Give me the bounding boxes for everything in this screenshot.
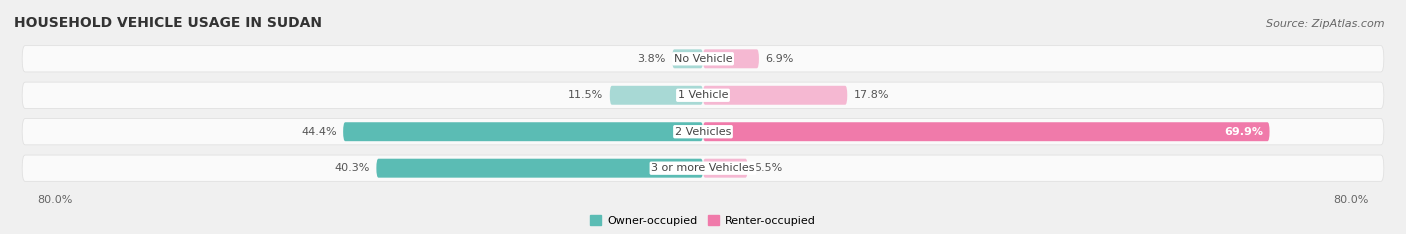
Text: HOUSEHOLD VEHICLE USAGE IN SUDAN: HOUSEHOLD VEHICLE USAGE IN SUDAN [14, 16, 322, 30]
Text: Source: ZipAtlas.com: Source: ZipAtlas.com [1267, 19, 1385, 29]
FancyBboxPatch shape [703, 49, 759, 68]
FancyBboxPatch shape [703, 86, 848, 105]
Text: 3 or more Vehicles: 3 or more Vehicles [651, 163, 755, 173]
FancyBboxPatch shape [610, 86, 703, 105]
FancyBboxPatch shape [22, 155, 1384, 181]
Text: No Vehicle: No Vehicle [673, 54, 733, 64]
FancyBboxPatch shape [703, 159, 748, 178]
Text: 17.8%: 17.8% [853, 90, 889, 100]
Text: 1 Vehicle: 1 Vehicle [678, 90, 728, 100]
Text: 44.4%: 44.4% [301, 127, 336, 137]
FancyBboxPatch shape [22, 46, 1384, 72]
FancyBboxPatch shape [672, 49, 703, 68]
Text: 2 Vehicles: 2 Vehicles [675, 127, 731, 137]
Text: 69.9%: 69.9% [1225, 127, 1263, 137]
Text: 40.3%: 40.3% [335, 163, 370, 173]
Text: 11.5%: 11.5% [568, 90, 603, 100]
Text: 5.5%: 5.5% [754, 163, 782, 173]
FancyBboxPatch shape [703, 122, 1270, 141]
Text: 3.8%: 3.8% [637, 54, 665, 64]
FancyBboxPatch shape [22, 82, 1384, 108]
Text: 6.9%: 6.9% [765, 54, 794, 64]
FancyBboxPatch shape [22, 119, 1384, 145]
FancyBboxPatch shape [377, 159, 703, 178]
Legend: Owner-occupied, Renter-occupied: Owner-occupied, Renter-occupied [586, 211, 820, 230]
FancyBboxPatch shape [343, 122, 703, 141]
